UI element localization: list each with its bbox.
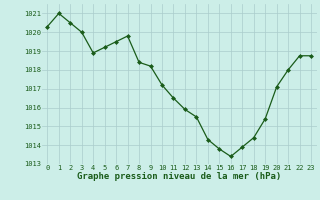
X-axis label: Graphe pression niveau de la mer (hPa): Graphe pression niveau de la mer (hPa)	[77, 172, 281, 181]
